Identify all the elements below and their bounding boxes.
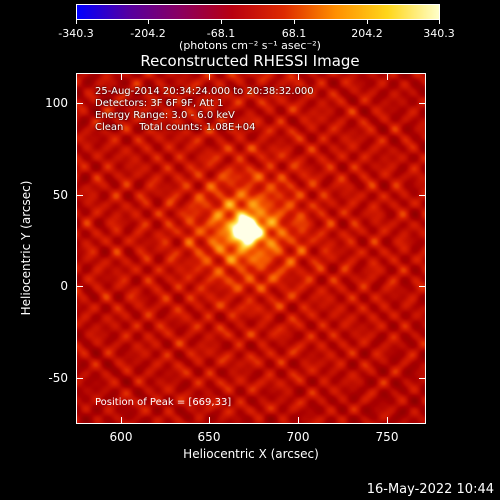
y-tick-label: -50 xyxy=(48,371,68,385)
x-tick xyxy=(209,73,210,80)
colorbar-tick-label: -340.3 xyxy=(58,27,94,40)
colorbar-tick xyxy=(148,20,149,24)
y-tick-label: 100 xyxy=(45,96,68,110)
info-energy: Energy Range: 3.0 - 6.0 keV xyxy=(95,110,235,121)
colorbar-tick xyxy=(76,20,77,24)
y-tick-label: 0 xyxy=(60,279,68,293)
image-plot: 25-Aug-2014 20:34:24.000 to 20:38:32.000… xyxy=(76,73,426,424)
colorbar-tick-label: 340.3 xyxy=(423,27,455,40)
colorbar-tick xyxy=(367,20,368,24)
y-tick xyxy=(76,378,83,379)
x-tick xyxy=(121,73,122,80)
x-tick xyxy=(387,73,388,80)
y-tick xyxy=(419,378,426,379)
x-tick-label: 700 xyxy=(286,430,310,444)
x-tick xyxy=(298,73,299,80)
y-tick xyxy=(76,103,83,104)
colorbar-tick-label: 204.2 xyxy=(351,27,383,40)
y-tick xyxy=(76,286,83,287)
x-tick-label: 750 xyxy=(375,430,399,444)
info-detectors: Detectors: 3F 6F 9F, Att 1 xyxy=(95,98,224,109)
rhessi-heatmap xyxy=(77,74,425,423)
x-axis-label: Heliocentric X (arcsec) xyxy=(183,447,319,461)
colorbar-tick-label: 68.1 xyxy=(281,27,307,40)
x-tick xyxy=(209,417,210,424)
colorbar-tick-label: -68.1 xyxy=(206,27,236,40)
x-tick xyxy=(121,417,122,424)
x-tick xyxy=(298,417,299,424)
info-time: 25-Aug-2014 20:34:24.000 to 20:38:32.000 xyxy=(95,86,314,97)
y-tick-label: 50 xyxy=(52,188,68,202)
colorbar-tick xyxy=(439,20,440,24)
y-tick xyxy=(76,195,83,196)
colorbar-tick-label: -204.2 xyxy=(130,27,166,40)
y-tick xyxy=(419,103,426,104)
y-axis-label: Heliocentric Y (arcsec) xyxy=(19,180,33,316)
colorbar-tick xyxy=(294,20,295,24)
peak-position: Position of Peak = [669,33] xyxy=(95,397,232,408)
chart-title: Reconstructed RHESSI Image xyxy=(140,52,360,70)
timestamp: 16-May-2022 10:44 xyxy=(366,482,494,497)
y-tick xyxy=(419,286,426,287)
colorbar xyxy=(76,4,440,20)
x-tick-label: 650 xyxy=(197,430,221,444)
info-clean: Clean Total counts: 1.08E+04 xyxy=(95,122,256,133)
x-tick xyxy=(387,417,388,424)
x-tick-label: 600 xyxy=(109,430,133,444)
colorbar-units: (photons cm⁻² s⁻¹ asec⁻²) xyxy=(179,39,321,52)
colorbar-tick xyxy=(221,20,222,24)
y-tick xyxy=(419,195,426,196)
